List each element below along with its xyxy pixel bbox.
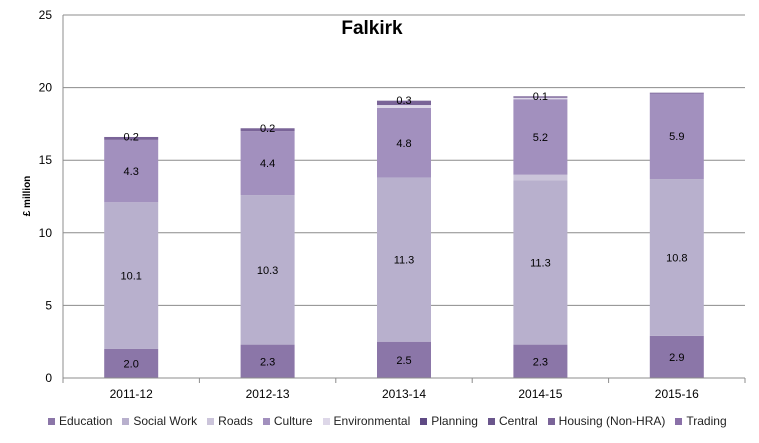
data-label: 2.3 [260, 356, 275, 368]
legend-swatch [675, 417, 683, 425]
y-tick-label: 15 [39, 153, 53, 167]
y-tick-label: 10 [39, 226, 53, 240]
bar-segment-education [377, 341, 431, 378]
x-tick-label: 2011-12 [110, 387, 153, 401]
data-label: 2.3 [533, 356, 548, 368]
stacked-bar-chart: Falkirk £ million 2.0 10.1 4.3 0.2 2.3 10.3 4.… [22, 8, 746, 401]
data-label: 5.2 [533, 132, 548, 144]
legend-item: Culture [262, 414, 313, 428]
data-label: 11.3 [530, 258, 551, 270]
legend-swatch [420, 417, 428, 425]
legend-label: Trading [686, 414, 727, 428]
data-label: 0.2 [260, 123, 275, 135]
bar-segment-social-work [240, 195, 295, 345]
bar-segment-social-work [377, 177, 431, 342]
data-label: 10.3 [257, 265, 278, 277]
bar-segment-culture [513, 99, 568, 175]
data-label: 10.1 [120, 271, 141, 283]
bar-segment-education [649, 335, 704, 378]
x-tick-label: 2013-14 [382, 387, 426, 401]
data-label: 10.8 [666, 252, 687, 264]
legend-label: Housing (Non-HRA) [558, 414, 666, 428]
legend-item: Central [487, 414, 538, 428]
bar-segment-housing-non-hra- [513, 96, 568, 98]
bar-segment-culture [104, 139, 159, 203]
legend-swatch [322, 417, 330, 425]
legend: Education Social Work Roads Culture Environm… [48, 414, 727, 428]
bar-segment-roads [513, 174, 568, 181]
bar-segment-education [104, 348, 159, 378]
legend-item: Education [48, 414, 112, 428]
bar-segment-education [240, 344, 295, 378]
legend-item: Trading [675, 414, 727, 428]
x-tick-label: 2012-13 [246, 387, 290, 401]
data-label: 2.0 [124, 358, 139, 370]
data-label: 11.3 [394, 255, 415, 267]
data-label: 5.9 [669, 131, 684, 143]
bar-segment-environmental [377, 105, 431, 108]
y-axis-label: £ million [22, 176, 33, 217]
legend-swatch [122, 417, 130, 425]
bar-segment-social-work [513, 180, 568, 345]
legend-item: Social Work [122, 414, 197, 428]
bars: 2.0 10.1 4.3 0.2 2.3 10.3 4.4 0.2 2.5 11.3 4.8 0.3 2… [104, 91, 704, 378]
x-tick-label: 2015-16 [655, 387, 699, 401]
y-tick-label: 0 [45, 371, 52, 385]
legend-label: Environmental [333, 414, 411, 428]
legend-label: Education [59, 414, 113, 428]
y-tick-label: 5 [45, 298, 52, 312]
y-tick-label: 20 [39, 81, 53, 95]
y-tick-label: 25 [39, 8, 53, 22]
x-tick-label: 2014-15 [518, 387, 562, 401]
legend-swatch [487, 417, 495, 425]
legend-item: Environmental [322, 414, 411, 428]
data-label: 4.3 [124, 166, 139, 178]
legend-item: Housing (Non-HRA) [547, 414, 666, 428]
bar-segment-social-work [104, 202, 159, 349]
bar-segment-culture [649, 93, 704, 180]
bar-segment-social-work [649, 179, 704, 336]
legend-swatch [262, 417, 270, 425]
legend-swatch [547, 417, 555, 425]
bar-segment-culture [240, 131, 295, 196]
data-label: 0.3 [396, 95, 411, 107]
legend-item: Roads [207, 414, 253, 428]
data-label: 0.1 [533, 91, 548, 103]
legend-swatch [207, 417, 215, 425]
legend-label: Planning [431, 414, 478, 428]
bar-segment-environmental [513, 97, 568, 100]
legend-swatch [48, 417, 55, 425]
data-label: 4.4 [260, 158, 275, 170]
axes: 0 5 10 15 20 25 2011-12 2012-13 2013-14 2014-15 20… [39, 8, 746, 401]
data-label: 2.5 [396, 355, 411, 367]
data-label: 2.9 [669, 352, 684, 364]
legend-label: Social Work [133, 414, 198, 428]
data-label: 4.8 [396, 138, 411, 150]
bar-segment-education [513, 344, 568, 378]
bar-segment-culture [377, 107, 431, 178]
bar-segment-housing-non-hra- [377, 100, 431, 106]
bar-segment-housing-non-hra- [649, 92, 704, 94]
legend-label: Central [498, 414, 538, 428]
bar-segment-housing-non-hra- [240, 128, 295, 132]
legend-label: Roads [218, 414, 253, 428]
bar-segment-housing-non-hra- [104, 136, 159, 140]
legend-label: Culture [273, 414, 313, 428]
data-label: 0.2 [124, 131, 139, 143]
chart-title: Falkirk [341, 18, 403, 39]
legend-item: Planning [420, 414, 478, 428]
